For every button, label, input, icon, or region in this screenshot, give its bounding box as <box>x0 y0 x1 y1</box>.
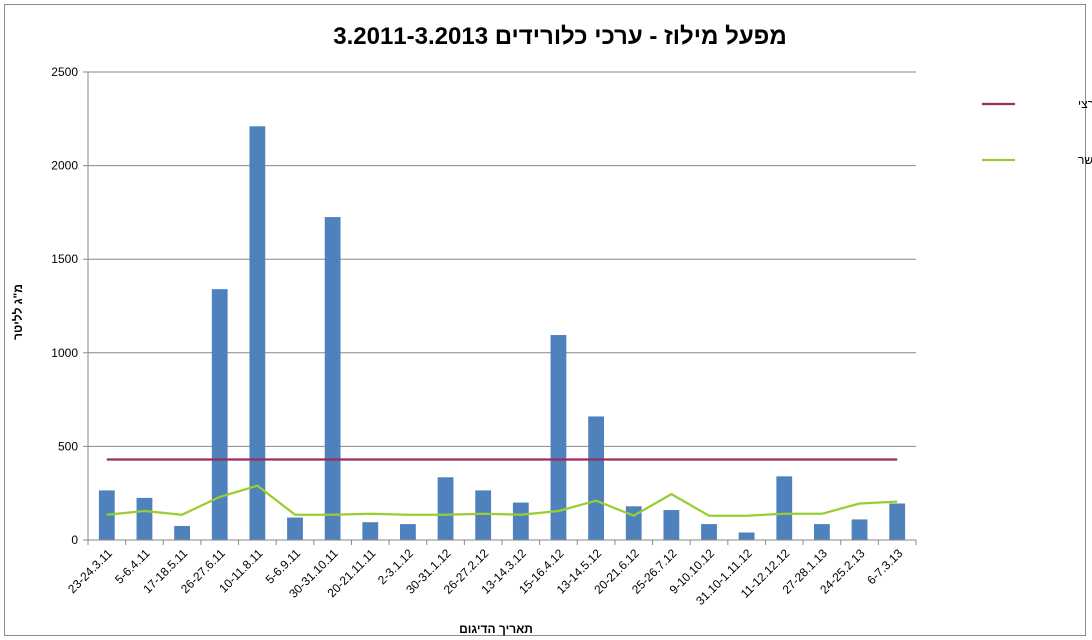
legend: תקן ארצי תקן מטה אשר <box>982 97 1092 167</box>
y-tick-label: 1000 <box>51 346 78 360</box>
bar <box>362 522 379 540</box>
legend-label: תקן ארצי <box>1078 97 1092 111</box>
bar <box>249 126 266 541</box>
bar <box>400 524 416 540</box>
bar <box>512 502 529 540</box>
y-tick-label: 2000 <box>51 159 78 173</box>
bar <box>287 517 303 540</box>
line-series <box>106 458 898 517</box>
bar <box>475 490 492 540</box>
bar <box>437 477 454 540</box>
bar <box>550 335 567 540</box>
bar <box>889 503 906 540</box>
bar-series <box>98 126 906 541</box>
bar <box>663 510 680 540</box>
x-tick-label: 6-7.3.13 <box>864 546 905 587</box>
y-axis-label: מ"ג לליטר <box>11 284 25 340</box>
bar <box>814 524 830 540</box>
y-tick-label: 1500 <box>51 252 78 266</box>
y-tick-label: 500 <box>58 439 78 453</box>
bar <box>851 519 868 540</box>
x-tick-label: 23-24.3.11 <box>65 546 115 596</box>
x-axis-label: תאריך הדיגום <box>459 622 533 636</box>
y-axis-ticks: 0 500 1000 1500 2000 2500 <box>51 65 88 547</box>
bar <box>324 217 341 540</box>
y-tick-label: 0 <box>71 533 78 547</box>
y-tick-label: 2500 <box>51 65 78 79</box>
series-line <box>106 484 898 517</box>
bar <box>98 490 115 540</box>
bar <box>776 476 793 540</box>
bar <box>701 524 717 540</box>
legend-label: תקן מטה אשר <box>1078 153 1092 167</box>
x-axis-ticks: 23-24.3.115-6.4.1117-18.5.1126-27.6.1110… <box>65 540 917 608</box>
bar <box>738 532 755 540</box>
bar <box>588 416 604 540</box>
bar <box>136 497 153 540</box>
bar <box>211 289 228 540</box>
bar <box>174 525 190 540</box>
chart-title: מפעל מילוז - ערכי כלורידים 3.2011-3.2013 <box>333 23 787 50</box>
